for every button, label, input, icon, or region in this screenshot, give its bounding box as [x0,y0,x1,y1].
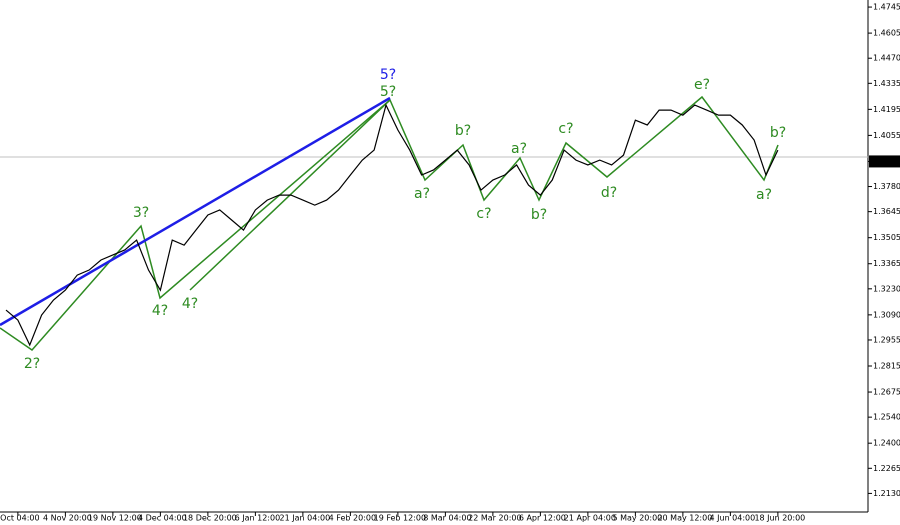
wave-label: c? [558,121,573,137]
wave-label: 3? [133,205,149,221]
wave-label: 4? [182,296,198,312]
y-tick-label: 1.4470 [873,54,900,63]
x-tick-label: 18 Jun 20:00 [754,514,805,523]
x-tick-label: 21 Apr 04:00 [564,514,616,523]
y-tick-label: 1.2675 [873,388,900,397]
y-tick-label: 1.3090 [873,310,900,319]
x-tick-label: 19 Feb 12:00 [374,514,426,523]
x-tick-label: 20 May 12:00 [657,514,712,523]
wave-label: a? [414,186,430,202]
wave-label: 5? [380,67,396,83]
x-tick-label: Oct 04:00 [0,514,39,523]
y-tick-label: 1.2955 [873,335,900,344]
y-tick-label: 1.2265 [873,464,900,473]
wave-line [0,99,391,351]
y-tick-label: 1.3915 [873,157,900,166]
y-tick-label: 1.2540 [873,413,900,422]
y-tick-label: 1.4195 [873,105,900,114]
x-tick-label: 18 Dec 20:00 [183,514,237,523]
wave-label: 4? [152,303,168,319]
current-price-box [869,155,900,168]
x-tick-label: 4 Dec 04:00 [138,514,187,523]
y-tick-label: 1.2400 [873,439,900,448]
x-tick-label: 22 Mar 20:00 [468,514,521,523]
wave-line [189,95,779,291]
y-tick-label: 1.4335 [873,79,900,88]
wave-label: 5? [380,84,396,100]
x-tick-label: 5 May 20:00 [612,514,662,523]
wave-label: c? [476,206,491,222]
wave-label: a? [511,141,527,157]
y-tick-label: 1.3645 [873,207,900,216]
price-line [5,103,779,347]
y-tick-label: 1.4745 [873,3,900,12]
y-tick-label: 1.3780 [873,182,900,191]
y-tick-label: 1.3365 [873,259,900,268]
x-tick-label: 21 Jan 04:00 [280,514,331,523]
x-tick-label: 8 Mar 04:00 [423,514,471,523]
trend-line [0,96,391,327]
wave-label: b? [531,207,547,223]
wave-label: a? [756,187,772,203]
x-tick-label: 6 Apr 12:00 [519,514,566,523]
y-tick-label: 1.4605 [873,29,900,38]
wave-label: 2? [24,356,40,372]
wave-label: d? [601,185,617,201]
y-tick-label: 1.3230 [873,284,900,293]
x-tick-label: 6 Jan 12:00 [235,514,281,523]
y-tick-label: 1.2130 [873,489,900,498]
wave-label: b? [455,123,471,139]
x-tick-label: 4 Jun 04:00 [710,514,756,523]
y-tick-label: 1.2815 [873,362,900,371]
x-tick-label: 4 Feb 20:00 [329,514,376,523]
wave-label: b? [770,125,786,141]
y-tick-label: 1.3505 [873,233,900,242]
x-tick-label: 4 Nov 20:00 [43,514,92,523]
wave-label: e? [694,77,710,93]
x-tick-label: 19 Nov 12:00 [88,514,142,523]
y-tick-label: 1.4055 [873,131,900,140]
